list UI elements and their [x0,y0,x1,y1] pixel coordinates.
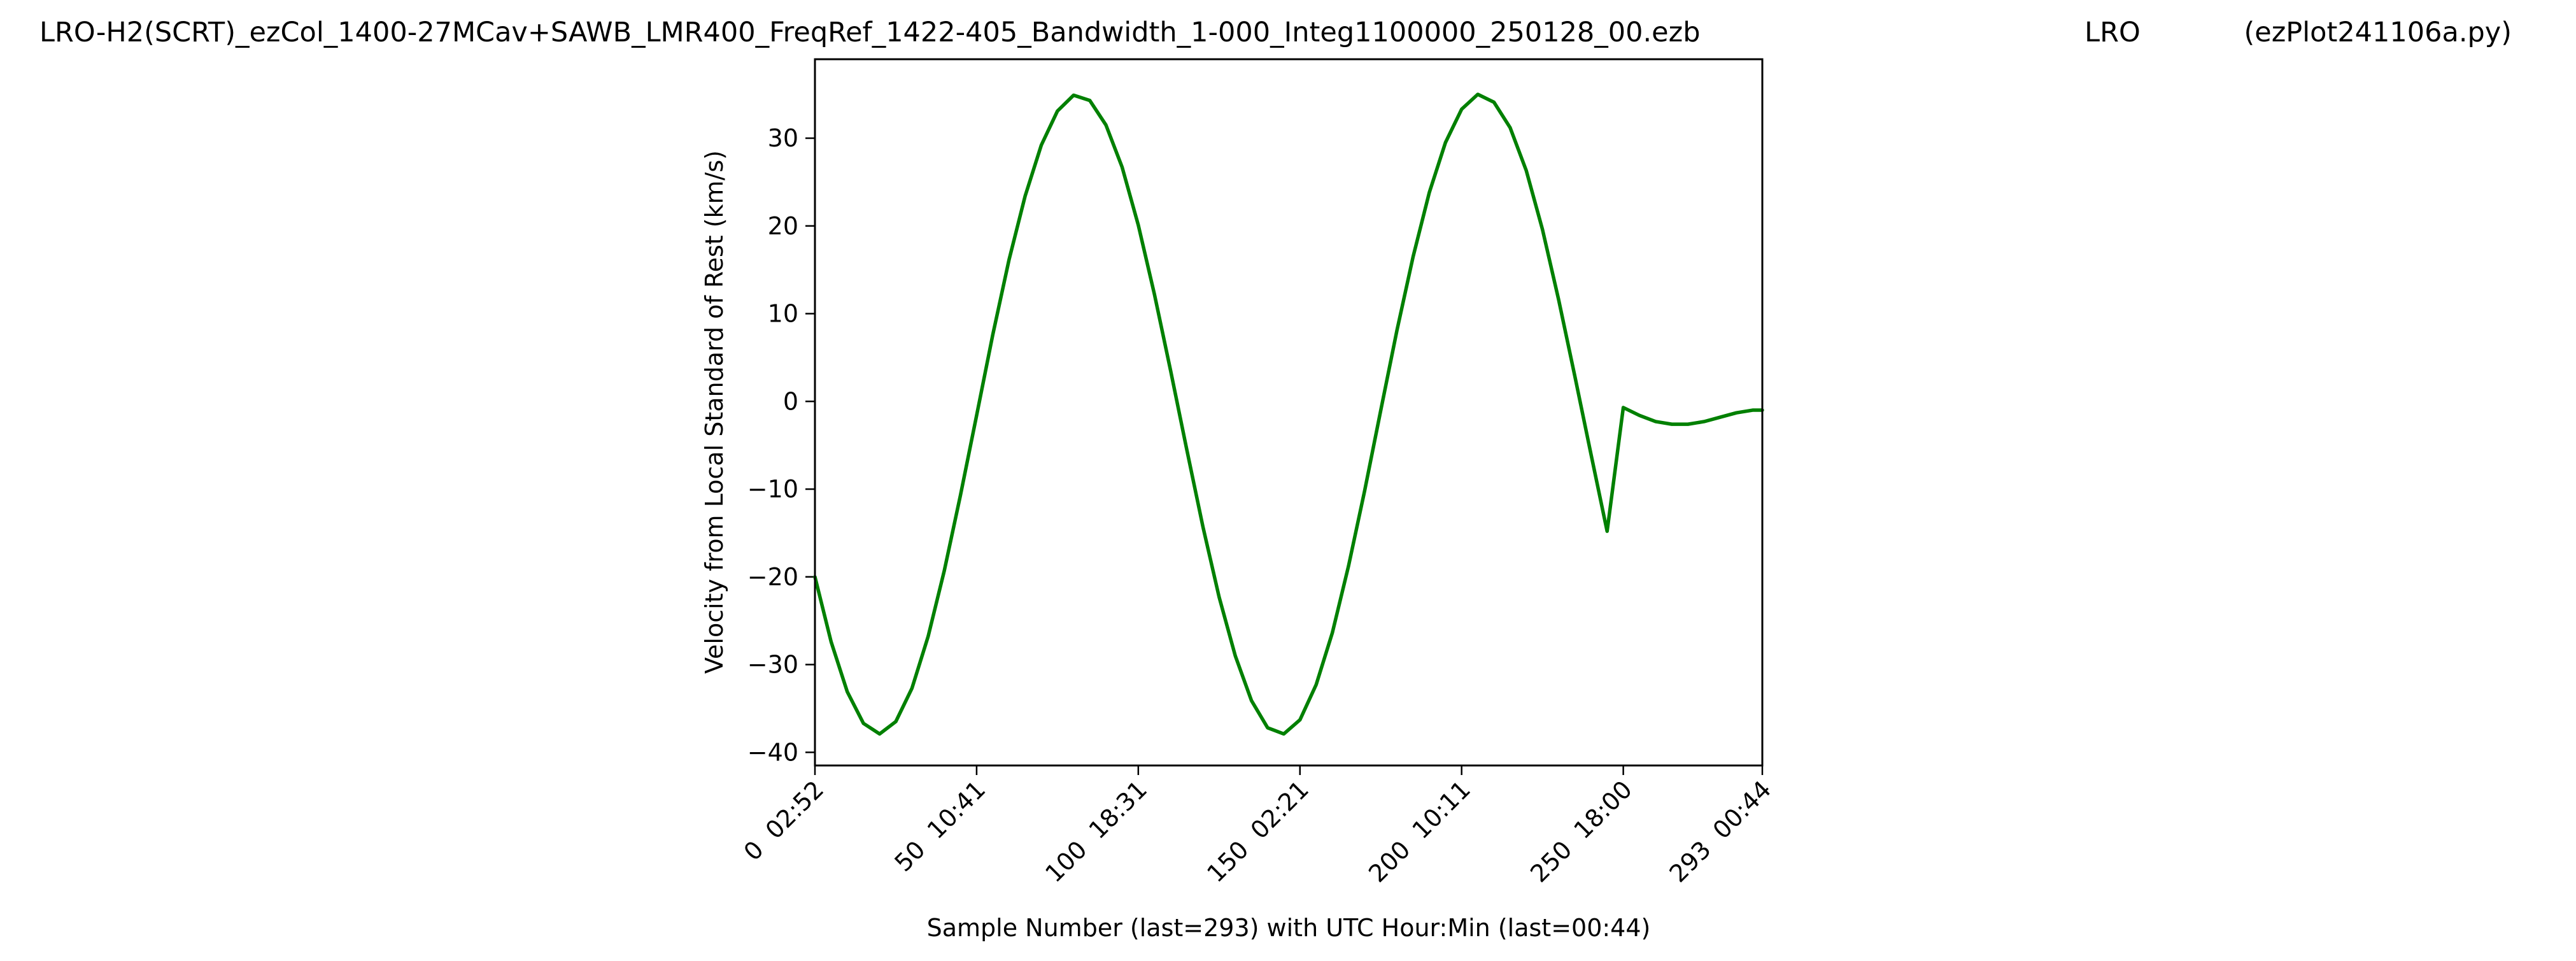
x-tick-label: 200 10:11 [1363,775,1476,888]
header-script: (ezPlot241106a.py) [2244,17,2512,48]
header-site: LRO [2084,17,2141,48]
y-tick-label: −20 [747,563,798,591]
y-axis-ticks: 30 20 10 0 −10 −20 −30 −40 [747,124,815,766]
x-tick-label: 100 18:31 [1040,775,1152,888]
y-tick-label: 0 [783,387,798,415]
x-axis-label: Sample Number (last=293) with UTC Hour:M… [927,914,1651,942]
y-tick-label: 20 [768,212,798,240]
x-tick-label: 50 10:41 [889,775,991,877]
x-tick-label: 250 18:00 [1525,775,1638,888]
x-tick-label: 0 02:52 [739,775,830,866]
velocity-series-line [813,92,1764,736]
x-axis-ticks: 0 02:52 50 10:41 100 18:31 150 02:21 200 10:… [739,765,1776,888]
plot-frame [814,58,1764,767]
y-axis-label: Velocity from Local Standard of Rest (km… [700,150,728,674]
y-tick-label: 30 [768,124,798,152]
y-tick-label: −10 [747,475,798,503]
header-filename: LRO-H2(SCRT)_ezCol_1400-27MCav+SAWB_LMR4… [39,17,1701,48]
y-tick-label: 10 [768,300,798,328]
x-tick-label: 293 00:44 [1664,775,1776,888]
y-tick-label: −30 [747,651,798,679]
x-tick-label: 150 02:21 [1201,775,1314,888]
y-tick-label: −40 [747,738,798,766]
